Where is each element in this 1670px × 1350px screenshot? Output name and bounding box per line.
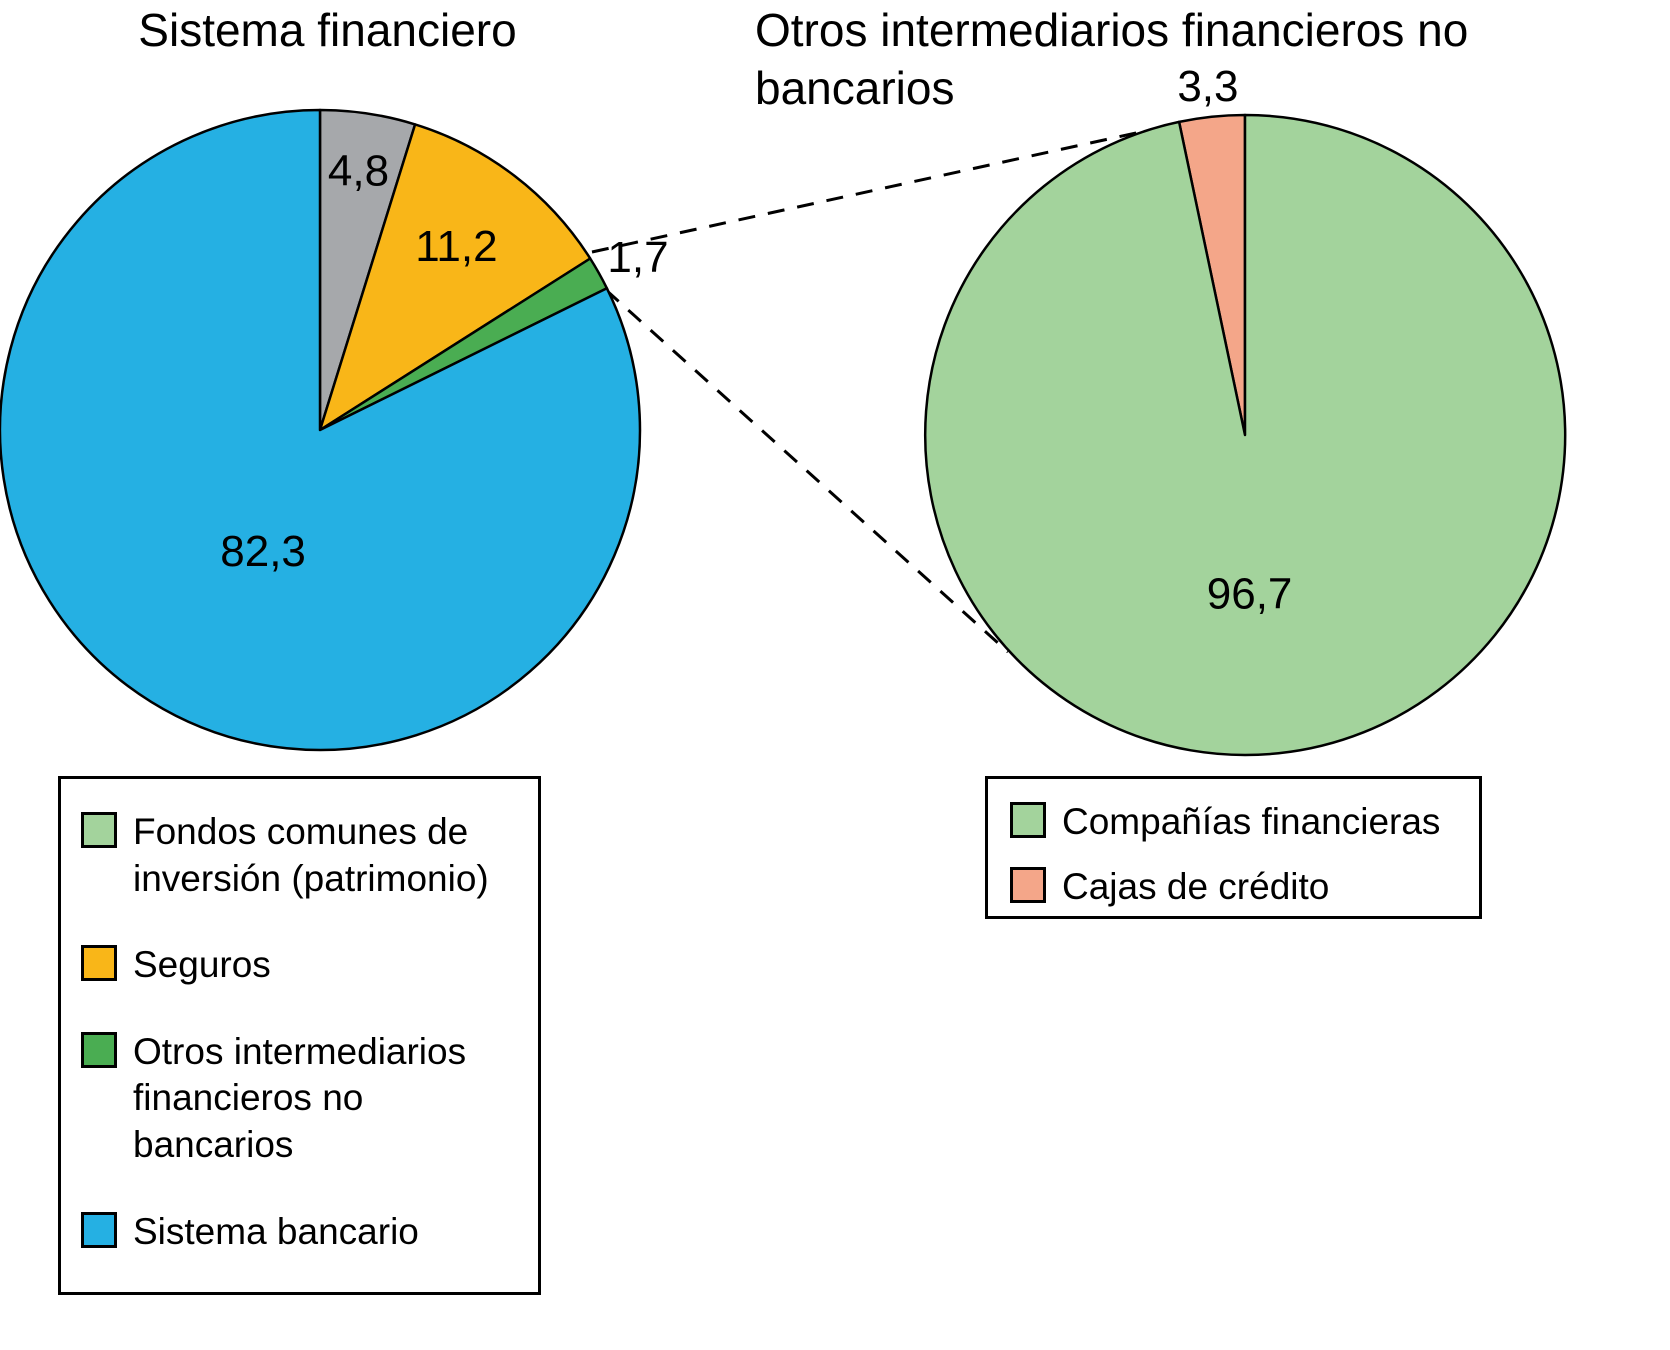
legend-swatch-seguros	[81, 945, 117, 982]
legend-swatch-cajas-de-credito	[1010, 866, 1046, 903]
legend-item: Compañías financieras	[1010, 799, 1457, 846]
right-chart-title: Otros intermediarios financieros no banc…	[755, 4, 1469, 114]
legend-item: Cajas de crédito	[1010, 864, 1457, 911]
left-pie-slice-1	[318, 123, 592, 432]
left-pie-slice-3	[0, 108, 642, 752]
left-pie-value-label-2: 1,7	[607, 233, 668, 282]
left-pie-chart: 4,8 11,2 1,7 82,3	[0, 108, 669, 752]
legend-label: Sistema bancario	[133, 1210, 419, 1252]
left-pie-value-label-0: 4,8	[328, 146, 389, 195]
legend-label: Fondos comunes de inversión (patrimonio)	[133, 811, 489, 899]
left-chart-title: Sistema financiero	[138, 4, 517, 56]
legend-item: Sistema bancario	[81, 1209, 518, 1256]
legend-swatch-companias-financieras	[1010, 802, 1046, 838]
right-pie-slice-1	[923, 113, 1567, 757]
legend-label: Seguros	[133, 944, 271, 986]
right-pie-chart: 3,3 96,7	[923, 62, 1567, 757]
right-pie-value-label-0: 3,3	[1177, 62, 1238, 111]
legend-swatch-sistema-bancario	[81, 1211, 117, 1248]
legend-swatch-fondos-comunes	[81, 812, 117, 848]
left-pie-value-label-1: 11,2	[415, 222, 497, 271]
zoom-connector-line-2	[604, 288, 1010, 654]
right-pie-value-label-1: 96,7	[1207, 570, 1293, 619]
legend-label: Cajas de crédito	[1062, 865, 1330, 907]
legend-swatch-otros-intermediarios	[81, 1031, 117, 1068]
left-pie-value-label-3: 82,3	[220, 527, 306, 576]
legend-label: Compañías financieras	[1062, 801, 1441, 842]
legend-item: Fondos comunes de inversión (patrimonio)	[81, 809, 518, 902]
legend-item: Otros intermediarios financieros no banc…	[81, 1029, 518, 1169]
legend-item: Seguros	[81, 942, 518, 989]
right-legend: Compañías financieras Cajas de crédito	[985, 776, 1482, 919]
left-legend: Fondos comunes de inversión (patrimonio)…	[58, 776, 541, 1295]
zoom-connector-line-1	[591, 122, 1178, 254]
legend-label: Otros intermediarios financieros no banc…	[133, 1030, 467, 1166]
zoom-connector-lines	[591, 122, 1178, 654]
